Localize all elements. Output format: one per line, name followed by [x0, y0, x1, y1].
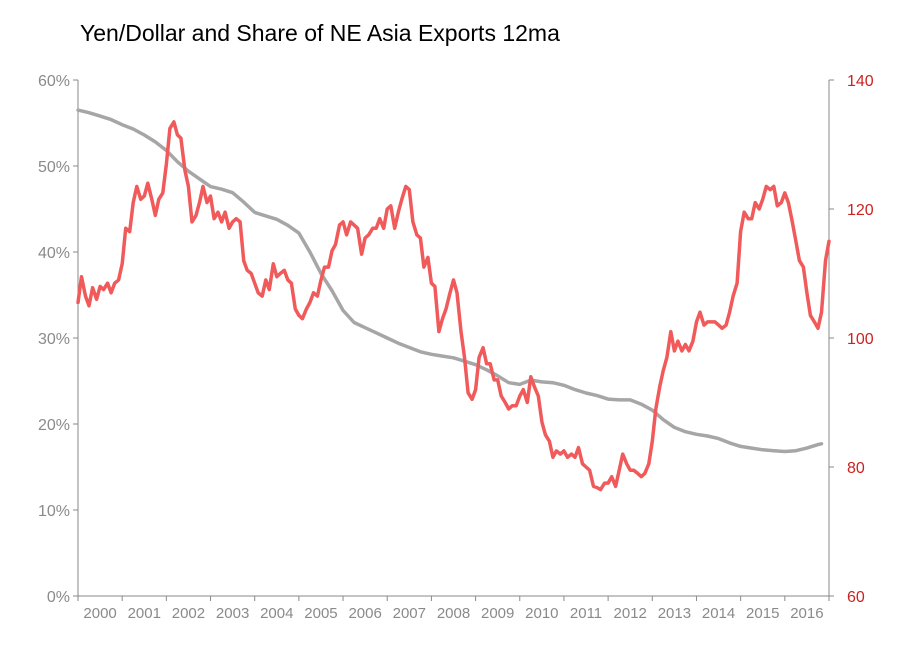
x-tick-label: 2012	[614, 605, 647, 622]
left-tick-label: 50%	[38, 159, 70, 176]
left-tick-label: 0%	[47, 589, 70, 606]
axes	[73, 79, 834, 601]
x-tick-label: 2015	[746, 605, 779, 622]
series-layer	[76, 108, 831, 492]
right-tick-label: 140	[847, 73, 874, 90]
chart-title: Yen/Dollar and Share of NE Asia Exports …	[80, 20, 560, 46]
tick-labels: 0% 10% 20% 30% 40% 50% 60% 60 80 100 120 140 2000 200…	[38, 73, 874, 622]
left-tick-label: 30%	[38, 331, 70, 348]
x-tick-label: 2001	[128, 605, 161, 622]
right-tick-label: 80	[847, 460, 865, 477]
x-tick-label: 2014	[702, 605, 735, 622]
x-tick-label: 2016	[790, 605, 823, 622]
right-tick-label: 60	[847, 589, 865, 606]
x-tick-label: 2013	[658, 605, 691, 622]
right-tick-label: 120	[847, 202, 874, 219]
x-tick-label: 2004	[260, 605, 293, 622]
x-tick-label: 2003	[216, 605, 249, 622]
x-tick-label: 2000	[83, 605, 116, 622]
x-tick-label: 2008	[437, 605, 470, 622]
series-line-ne-asia-share	[76, 108, 824, 454]
right-tick-label: 100	[847, 331, 874, 348]
x-tick-label: 2010	[525, 605, 558, 622]
left-tick-label: 20%	[38, 417, 70, 434]
series-line-yen-dollar	[76, 120, 831, 492]
x-tick-label: 2002	[172, 605, 205, 622]
left-tick-label: 10%	[38, 503, 70, 520]
x-tick-label: 2009	[481, 605, 514, 622]
x-tick-label: 2005	[304, 605, 337, 622]
left-tick-label: 40%	[38, 245, 70, 262]
x-tick-label: 2011	[570, 605, 602, 622]
left-tick-label: 60%	[38, 73, 70, 90]
x-tick-label: 2007	[393, 605, 426, 622]
x-tick-label: 2006	[348, 605, 381, 622]
